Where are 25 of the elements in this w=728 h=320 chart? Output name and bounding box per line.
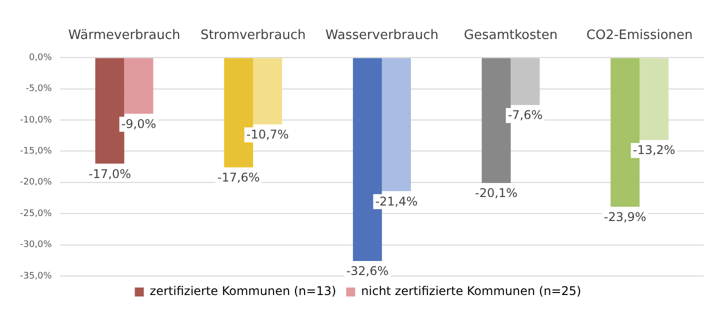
data-label: -20,1%	[475, 186, 518, 200]
x-tick-label: Gesamtkosten	[464, 28, 558, 44]
data-label: -17,6%	[217, 170, 260, 185]
data-label: -17,0%	[88, 166, 131, 181]
y-tick-label: -20,0%	[20, 178, 52, 188]
data-label: -10,7%	[246, 127, 289, 142]
data-label: -21,4%	[375, 194, 418, 208]
data-label: -32,6%	[346, 264, 389, 278]
x-tick-label: CO2-Emissionen	[586, 28, 693, 44]
data-label: -9,0%	[121, 116, 156, 131]
y-tick-label: -35,0%	[20, 271, 52, 282]
legend-label: nicht zertifizierte Kommunen (n=25)	[361, 284, 582, 298]
data-label: -23,9%	[604, 210, 646, 224]
y-tick-label: -10,0%	[20, 115, 52, 126]
x-tick-label: Wasserverbrauch	[325, 28, 438, 44]
y-tick-label: -15,0%	[20, 146, 52, 157]
legend-label: zertifizierte Kommunen (n=13)	[150, 284, 336, 298]
y-tick-label: -30,0%	[20, 240, 52, 250]
data-label: -13,2%	[632, 143, 676, 158]
data-label: -7,6%	[508, 108, 543, 122]
y-tick-label: -5,0%	[26, 84, 52, 94]
y-tick-label: -25,0%	[20, 208, 52, 219]
x-tick-label: Stromverbrauch	[200, 28, 306, 44]
x-tick-label: Wärmeverbrauch	[68, 28, 180, 44]
y-tick-label: 0,0%	[28, 52, 52, 63]
